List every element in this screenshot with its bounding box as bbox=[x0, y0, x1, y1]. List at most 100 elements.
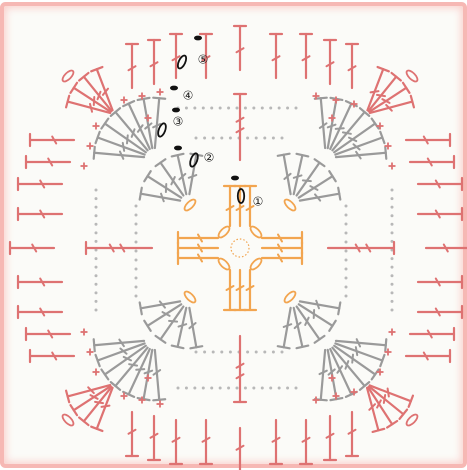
round5-corner-dc-top bbox=[386, 419, 399, 429]
slip-stitch-dot bbox=[277, 386, 281, 390]
slip-stitch-dot bbox=[344, 294, 348, 298]
slip-stitch-dot bbox=[94, 248, 98, 252]
round5-corner-dc-top bbox=[401, 81, 411, 94]
round3-dc bbox=[329, 347, 353, 396]
start-chain bbox=[236, 188, 246, 204]
round2-dc bbox=[298, 192, 341, 202]
slip-stitch-dot bbox=[390, 248, 394, 252]
round5-corner-chain bbox=[61, 69, 75, 83]
round2-dc-bar bbox=[177, 323, 188, 328]
slip-stitch-dot bbox=[94, 282, 98, 286]
slip-stitch-dot bbox=[344, 240, 348, 244]
round2-dc bbox=[282, 306, 292, 349]
round3-dc-top bbox=[379, 353, 386, 368]
round2-dc-bar bbox=[304, 316, 310, 326]
round2-dc-top bbox=[328, 319, 337, 332]
slip-stitch-dot bbox=[218, 386, 222, 390]
round2-dc-top bbox=[138, 186, 143, 201]
round3-dc-bar bbox=[118, 150, 125, 160]
round5-dc-bar bbox=[325, 432, 335, 439]
slip-stitch-dot bbox=[134, 267, 138, 271]
slip-stitch-dot bbox=[294, 106, 298, 110]
round4-long-dc-bar bbox=[119, 243, 126, 253]
round4-long-dc-bar bbox=[235, 373, 245, 380]
round3-dc bbox=[319, 97, 327, 150]
round3-dc-top bbox=[384, 338, 388, 353]
slip-stitch-dot bbox=[390, 239, 394, 243]
round3-dc-top bbox=[136, 396, 151, 402]
round3-dc-bar bbox=[143, 369, 154, 375]
slip-stitch-dot bbox=[260, 386, 264, 390]
round3-dc-top bbox=[370, 368, 380, 381]
round-number-label-3: ③ bbox=[173, 115, 184, 129]
round1-dc-bar bbox=[225, 285, 235, 291]
round5-dc-bar bbox=[39, 209, 46, 219]
round5-corner-dc bbox=[366, 68, 385, 112]
round3-dc bbox=[334, 136, 384, 156]
round5-dc-bar bbox=[47, 329, 54, 339]
slip-stitch-dot bbox=[211, 350, 215, 354]
round3-dc bbox=[326, 348, 338, 401]
round3-dc bbox=[331, 110, 366, 152]
slip-stitch-dot bbox=[218, 106, 222, 110]
round2-dc bbox=[292, 154, 304, 196]
round3-dc-bar bbox=[344, 360, 350, 370]
slip-stitch-dot bbox=[263, 136, 267, 140]
slip-stitch-dot bbox=[344, 276, 348, 280]
round5-corner-dc-top bbox=[78, 71, 90, 82]
round5-dc-bar bbox=[127, 428, 137, 435]
round3-dc bbox=[334, 342, 384, 362]
slip-stitch-dot bbox=[194, 136, 198, 140]
round3-dc-bar bbox=[354, 346, 359, 357]
round2-dc bbox=[146, 303, 183, 327]
slip-stitch-dot bbox=[184, 386, 188, 390]
round1-dc-bar bbox=[197, 243, 203, 253]
slip-stitch-dot bbox=[280, 350, 284, 354]
round-number-label-1: ① bbox=[253, 195, 264, 209]
round4-long-dc-bar bbox=[235, 362, 245, 369]
round2-dc-top bbox=[313, 158, 326, 168]
round2-dc-top bbox=[276, 345, 291, 350]
slip-stitch-dot bbox=[286, 386, 290, 390]
round2-dc-top bbox=[138, 301, 143, 316]
round5-corner-dc-bar bbox=[101, 87, 110, 96]
round1-dc-bar bbox=[245, 285, 255, 291]
round3-dc-bar bbox=[128, 363, 139, 367]
slip-stitch-dot bbox=[390, 205, 394, 209]
round5-corner-dc bbox=[66, 100, 112, 115]
round3-dc-bar bbox=[351, 353, 354, 364]
slip-stitch-dot bbox=[228, 350, 232, 354]
round2-dc bbox=[188, 306, 198, 349]
round1-dc-bar bbox=[245, 205, 255, 211]
round3-dc-bar bbox=[355, 338, 362, 348]
round5-dc-bar bbox=[171, 436, 181, 443]
round3-dc-top bbox=[152, 398, 167, 402]
round3-dc-top bbox=[100, 117, 110, 130]
round3-dc-bar bbox=[122, 355, 133, 362]
round2-dc-bar bbox=[283, 172, 292, 180]
round5-corner-dc-bar bbox=[87, 386, 95, 395]
slip-stitch-dot bbox=[201, 106, 205, 110]
slip-stitch-dot bbox=[344, 267, 348, 271]
slip-stitch-dot bbox=[220, 350, 224, 354]
round2-dc-bar bbox=[188, 322, 197, 330]
round2-dc-bar bbox=[178, 172, 187, 181]
round5-dc-bar bbox=[442, 243, 449, 253]
round3-dc-bar bbox=[119, 347, 128, 355]
round3-dc bbox=[319, 348, 327, 401]
round1-chain-space bbox=[217, 225, 231, 239]
round2-dc-bar bbox=[282, 323, 293, 328]
round2-dc bbox=[188, 153, 198, 196]
round3-dc bbox=[96, 342, 146, 362]
start-marker bbox=[170, 85, 178, 91]
round5-corner-dc-bar bbox=[368, 403, 377, 411]
round1-dc-bar bbox=[197, 233, 203, 243]
round2-dc bbox=[297, 303, 334, 327]
round5-corner-dc bbox=[95, 68, 114, 112]
round2-dc-bar bbox=[293, 321, 302, 330]
round2-dc bbox=[146, 175, 183, 199]
slip-stitch-dot bbox=[184, 106, 188, 110]
round5-corner-dc bbox=[72, 385, 112, 412]
slip-stitch-dot bbox=[246, 136, 250, 140]
